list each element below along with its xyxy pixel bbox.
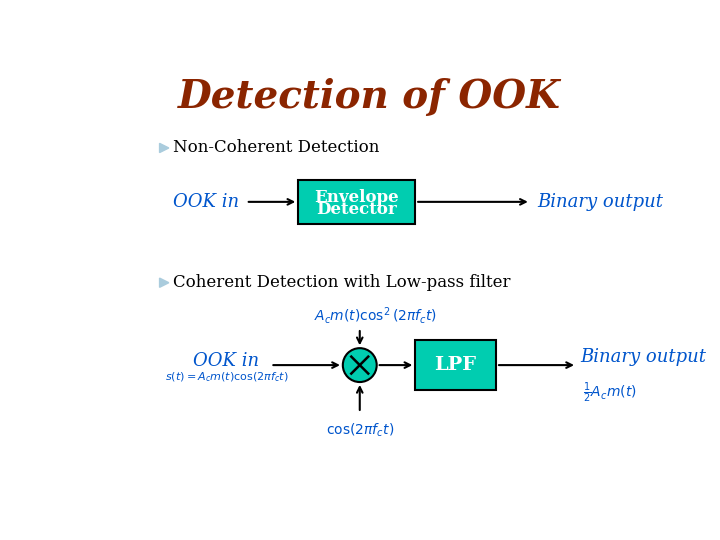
Text: $A_c m(t) \cos^2(2\pi f_c t)$: $A_c m(t) \cos^2(2\pi f_c t)$: [314, 305, 436, 326]
Text: OOK in: OOK in: [173, 193, 239, 211]
Text: Coherent Detection with Low-pass filter: Coherent Detection with Low-pass filter: [174, 274, 511, 291]
Text: $s(t) = A_c m(t)\cos(2\pi f_c t)$: $s(t) = A_c m(t)\cos(2\pi f_c t)$: [165, 370, 289, 384]
Circle shape: [343, 348, 377, 382]
Text: Detection of OOK: Detection of OOK: [178, 78, 560, 116]
Polygon shape: [160, 278, 168, 287]
Text: OOK in: OOK in: [194, 352, 260, 370]
Text: $\cos(2\pi f_c t)$: $\cos(2\pi f_c t)$: [325, 422, 394, 440]
Text: Binary output: Binary output: [581, 348, 707, 367]
Bar: [298, 180, 415, 224]
Text: Non-Coherent Detection: Non-Coherent Detection: [174, 139, 379, 157]
Polygon shape: [160, 143, 168, 153]
Bar: [415, 340, 496, 390]
Text: $\frac{1}{2} A_c m(t)$: $\frac{1}{2} A_c m(t)$: [583, 381, 636, 405]
Text: Binary output: Binary output: [537, 193, 663, 211]
Text: Envelope: Envelope: [315, 189, 399, 206]
Text: Detector: Detector: [316, 201, 397, 218]
Text: LPF: LPF: [434, 356, 476, 374]
